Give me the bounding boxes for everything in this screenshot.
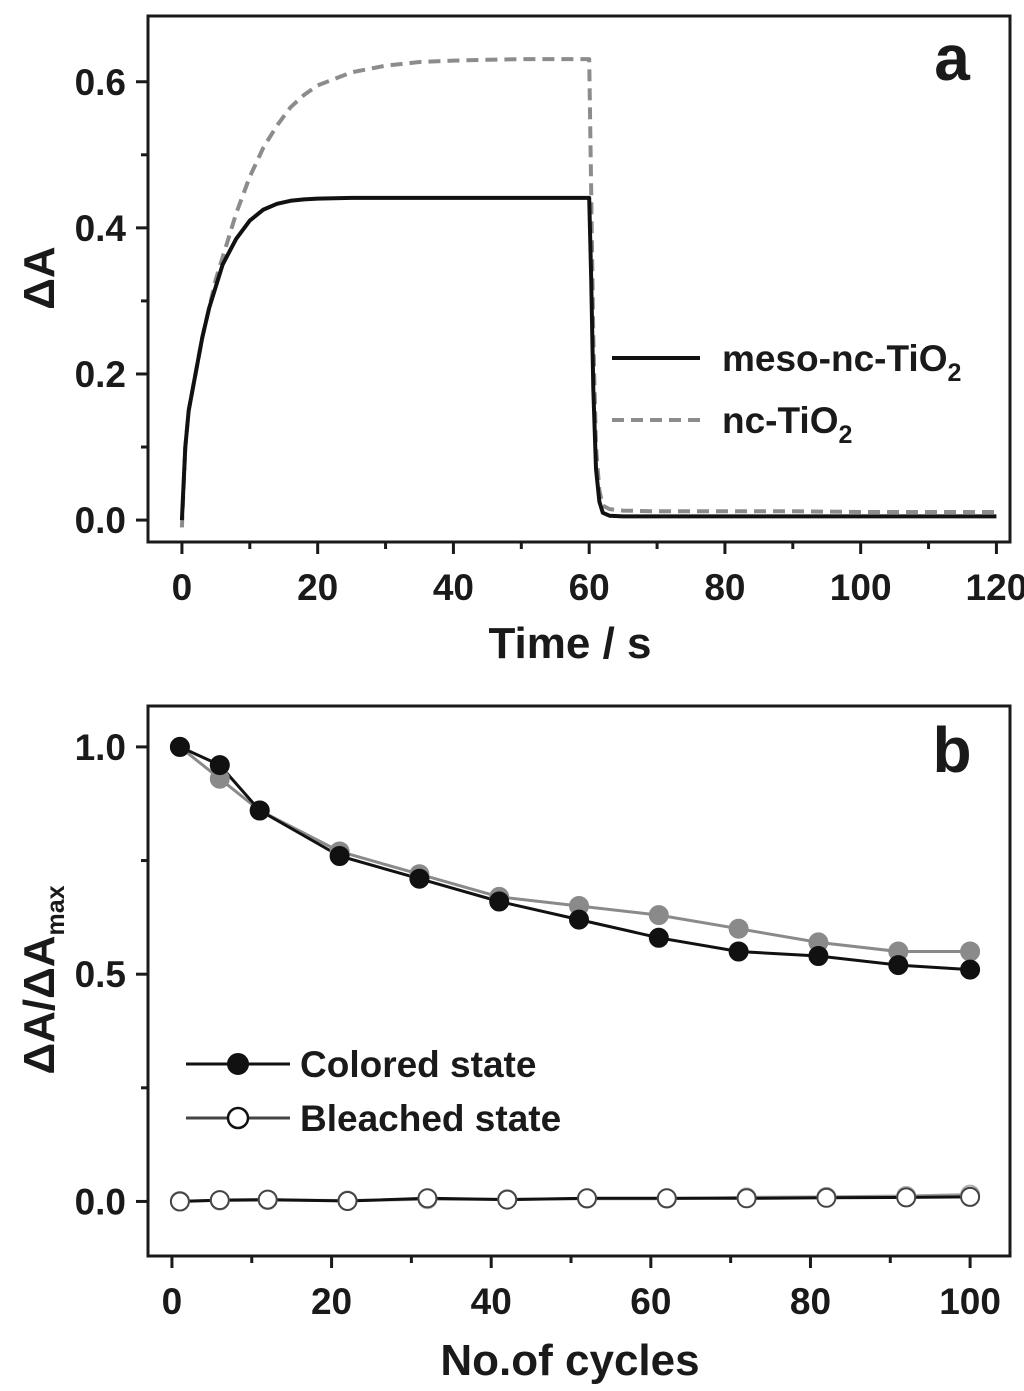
series-line-meso-nc-tio2 xyxy=(179,195,997,521)
data-point-colored-state xyxy=(409,868,430,889)
series-line-colored-state xyxy=(179,745,971,972)
data-point-colored-state xyxy=(249,800,270,821)
panel-b-plot-frame xyxy=(146,704,1012,1258)
panel-b-x-tick-label: 20 xyxy=(311,1281,352,1322)
panel-a-series xyxy=(179,57,997,528)
panel-b-x-tick-label: 80 xyxy=(790,1281,831,1322)
panel-a-label: a xyxy=(934,22,970,94)
data-point-bleached-state xyxy=(816,1187,837,1208)
panel-a-legend: meso-nc-TiO2 nc-TiO2 xyxy=(612,338,961,449)
panel-a-x-tick-label: 0 xyxy=(172,567,193,608)
data-point-colored-state xyxy=(209,755,230,776)
data-point-colored-state xyxy=(569,909,589,930)
data-point-bleached-state xyxy=(209,1190,230,1211)
panel-b-y-tick-label: 0.0 xyxy=(75,1181,126,1222)
data-point-bleached-state xyxy=(417,1188,438,1209)
panel-a-y-tick-label: 0.6 xyxy=(75,62,126,103)
panel-a-x-tick-label: 120 xyxy=(966,567,1024,608)
data-point-bleached-state xyxy=(577,1188,597,1209)
panel-b-label: b xyxy=(932,714,971,786)
panel-a-x-tick-label: 80 xyxy=(704,567,745,608)
panel-b-x-axis-label: No.of cycles xyxy=(440,1336,699,1385)
panel-b-x-tick-label: 60 xyxy=(630,1281,671,1322)
data-point-bleached-state xyxy=(960,1186,981,1207)
data-point-bleached-state xyxy=(896,1187,917,1208)
panel-a-y-tick-label: 0.2 xyxy=(75,354,126,395)
panel-a-x-tick-label: 60 xyxy=(569,567,610,608)
data-point-colored-state xyxy=(489,891,510,912)
panel-a-y-axis-label: ΔA xyxy=(15,246,64,309)
data-point-colored-state xyxy=(960,959,981,980)
data-point-bleached-state xyxy=(497,1189,518,1210)
data-point-colored-state xyxy=(648,927,669,948)
data-point-colored-state xyxy=(329,846,350,866)
panel-a-y-tick-label: 0.4 xyxy=(75,208,127,249)
panel-b-series xyxy=(169,736,981,1212)
panel-b-y-axis-label: ΔA/ΔAmax xyxy=(15,885,70,1074)
series-line-bleached-state xyxy=(179,1195,971,1203)
data-point-colored-state xyxy=(888,955,909,976)
panel-a: 0 20 40 60 80 100 120 0.0 0.2 0.4 0.6 a Time / s Δ… xyxy=(15,14,1024,668)
data-point-colored-state xyxy=(169,736,190,757)
series-line-nc-tio2 xyxy=(179,57,997,528)
panel-a-ticks: 0 20 40 60 80 100 120 0.0 0.2 0.4 0.6 xyxy=(75,62,1024,608)
panel-b-legend: Colored state Bleached state xyxy=(186,1044,561,1139)
panel-a-x-axis-label: Time / s xyxy=(488,619,651,668)
data-point-colored-state xyxy=(728,941,749,962)
legend-marker-colored-state xyxy=(227,1053,249,1075)
panel-a-x-tick-label: 20 xyxy=(297,567,338,608)
panel-a-y-tick-label: 0.0 xyxy=(75,500,126,541)
data-point-colored-state xyxy=(808,946,829,966)
data-point-bleached-state xyxy=(736,1188,757,1209)
panel-b-y-tick-label: 0.5 xyxy=(75,954,126,995)
legend-label-meso-nc-tio2: meso-nc-TiO2 xyxy=(722,338,961,387)
legend-label-bleached-state: Bleached state xyxy=(300,1098,561,1139)
panel-b-ticks: 0 20 40 60 80 100 0.0 0.5 1.0 xyxy=(75,727,1001,1322)
panel-b-y-tick-label: 1.0 xyxy=(75,727,126,768)
panel-b-x-tick-label: 0 xyxy=(162,1281,183,1322)
data-point-bleached-state xyxy=(337,1191,358,1211)
legend-label-colored-state: Colored state xyxy=(300,1044,536,1085)
panel-a-plot-frame xyxy=(146,14,1012,544)
data-point-bleached-state xyxy=(169,1191,190,1212)
legend-marker-bleached-state xyxy=(226,1106,250,1130)
panel-b-x-tick-label: 40 xyxy=(471,1281,512,1322)
panel-b: 0 20 40 60 80 100 0.0 0.5 1.0 b No.of cycles ΔA/… xyxy=(15,704,1012,1385)
data-point-bleached-state xyxy=(257,1189,278,1210)
legend-label-nc-tio2: nc-TiO2 xyxy=(722,400,852,449)
data-point-colored-state-gray- xyxy=(960,941,981,962)
panel-a-x-tick-label: 40 xyxy=(433,567,474,608)
data-point-colored-state-gray- xyxy=(728,918,749,939)
panel-a-x-tick-label: 100 xyxy=(830,567,892,608)
data-point-bleached-state xyxy=(656,1188,677,1209)
data-point-colored-state-gray- xyxy=(648,905,669,926)
panel-b-x-tick-label: 100 xyxy=(939,1281,1001,1322)
